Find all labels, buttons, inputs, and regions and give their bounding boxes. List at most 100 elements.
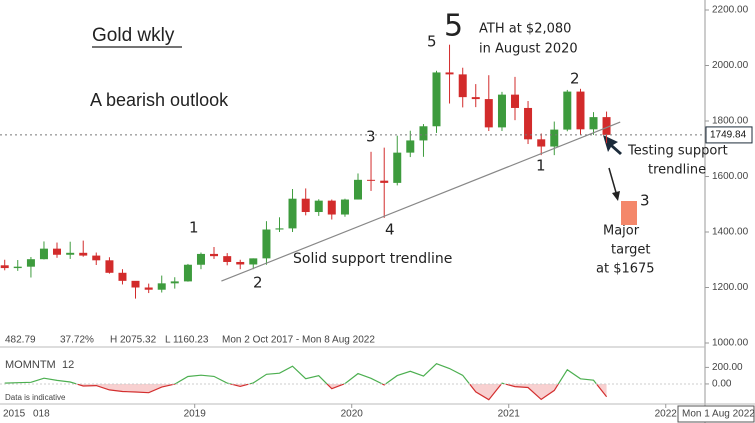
annotation: target [611, 243, 651, 258]
candle-body [301, 198, 310, 213]
trendline-label: Solid support trendline [293, 251, 452, 267]
y-tick-label: 1800.00 [712, 116, 749, 127]
candle-body [576, 91, 585, 130]
candle-body [196, 253, 205, 265]
y-tick-label: 1000.00 [712, 338, 749, 349]
candle-body [170, 281, 179, 284]
candle-body [183, 264, 192, 282]
candle-body [144, 287, 153, 290]
trendline [221, 121, 621, 282]
candle-body [537, 139, 546, 147]
info: 37.72% [60, 335, 94, 346]
last-price-box [705, 126, 753, 144]
candle-body [419, 126, 428, 141]
arrow-head [612, 191, 620, 201]
target-box [621, 201, 637, 225]
info: Mon 2 Oct 2017 - Mon 8 Aug 2022 [222, 335, 375, 346]
candle-body [157, 283, 166, 290]
candle-body [471, 97, 480, 100]
candle-body [511, 94, 520, 108]
cursor-date-box [677, 405, 755, 423]
candle-body [602, 117, 611, 135]
wave-label: 2 [570, 70, 580, 88]
candle-body [458, 74, 467, 98]
momentum-tick-label: 0.00 [712, 379, 732, 390]
candle-body [445, 72, 454, 75]
pointer-arrow [603, 135, 622, 155]
wave-label: 1 [189, 219, 199, 237]
momentum-line [4, 363, 598, 384]
candle-body [52, 248, 61, 255]
wave-label: 3 [640, 192, 650, 210]
candle-body [131, 280, 140, 288]
indicator-period: 12 [62, 359, 74, 371]
wave-label: 4 [385, 221, 395, 239]
x-tick-label: 2019 [184, 409, 207, 420]
x-tick-label: 2021 [498, 409, 521, 420]
candle-body [314, 200, 323, 213]
candle-body [223, 256, 232, 262]
y-tick-label: 1200.00 [712, 282, 749, 293]
candle-body [367, 179, 376, 181]
candle-body [432, 72, 441, 127]
info: H 2075.32 [110, 335, 157, 346]
annotation: trendline [648, 163, 706, 178]
candle-body [550, 129, 559, 147]
last-price-label: 1749.84 [710, 130, 747, 141]
x-fragment: 2015 [3, 409, 26, 420]
note: Data is indicative [5, 393, 66, 402]
subtitle: A bearish outlook [90, 90, 229, 110]
candle-body [105, 260, 114, 273]
candle-body [340, 199, 349, 215]
candle-body [92, 255, 101, 261]
momentum-fill [76, 383, 607, 400]
annotation: ATH at $2,080 [479, 22, 571, 37]
x-fragment: 018 [33, 409, 50, 420]
candle-body [249, 258, 258, 265]
annotation: in August 2020 [479, 42, 578, 57]
wave-label: 2 [253, 274, 263, 292]
candle-body [288, 198, 297, 229]
candle-body [0, 265, 9, 269]
x-tick-label: 2022 [655, 409, 678, 420]
candle-body [210, 253, 219, 257]
candle-body [380, 180, 389, 183]
y-tick-label: 1600.00 [712, 171, 749, 182]
candle-body [39, 248, 48, 260]
x-tick-label: 2020 [341, 409, 364, 420]
candle-body [275, 228, 284, 230]
y-tick-label: 2200.00 [712, 5, 749, 16]
candle-body [13, 266, 22, 269]
candle-body [236, 261, 245, 265]
info: L 1160.23 [165, 335, 209, 346]
candle-body [327, 200, 336, 215]
momentum-tick-label: 200.00 [712, 362, 743, 373]
indicator-name: MOMNTM [5, 359, 56, 371]
candle-body [589, 117, 598, 130]
candle-body [262, 229, 271, 259]
wave-label: 3 [366, 128, 376, 146]
candle-body [66, 252, 75, 255]
annotation: Testing support [627, 144, 728, 159]
y-tick-label: 2000.00 [712, 60, 749, 71]
candle-body [79, 252, 88, 256]
candle-body [406, 140, 415, 153]
candle-body [497, 94, 506, 128]
candle-body [393, 152, 402, 183]
wave-label: 1 [536, 157, 546, 175]
candle-body [118, 272, 127, 281]
candle-body [563, 91, 572, 130]
annotation: at $1675 [596, 262, 655, 277]
candle-body [353, 179, 362, 200]
candle-body [26, 259, 35, 267]
candle-body [524, 107, 533, 140]
annotation: Major [603, 224, 640, 239]
arrow [608, 167, 618, 197]
y-tick-label: 1400.00 [712, 227, 749, 238]
momentum-line [74, 383, 608, 401]
chart-title: Gold wkly [92, 25, 175, 46]
candle-body [484, 99, 493, 128]
cursor-date: Mon 1 Aug 2022 [682, 409, 755, 420]
